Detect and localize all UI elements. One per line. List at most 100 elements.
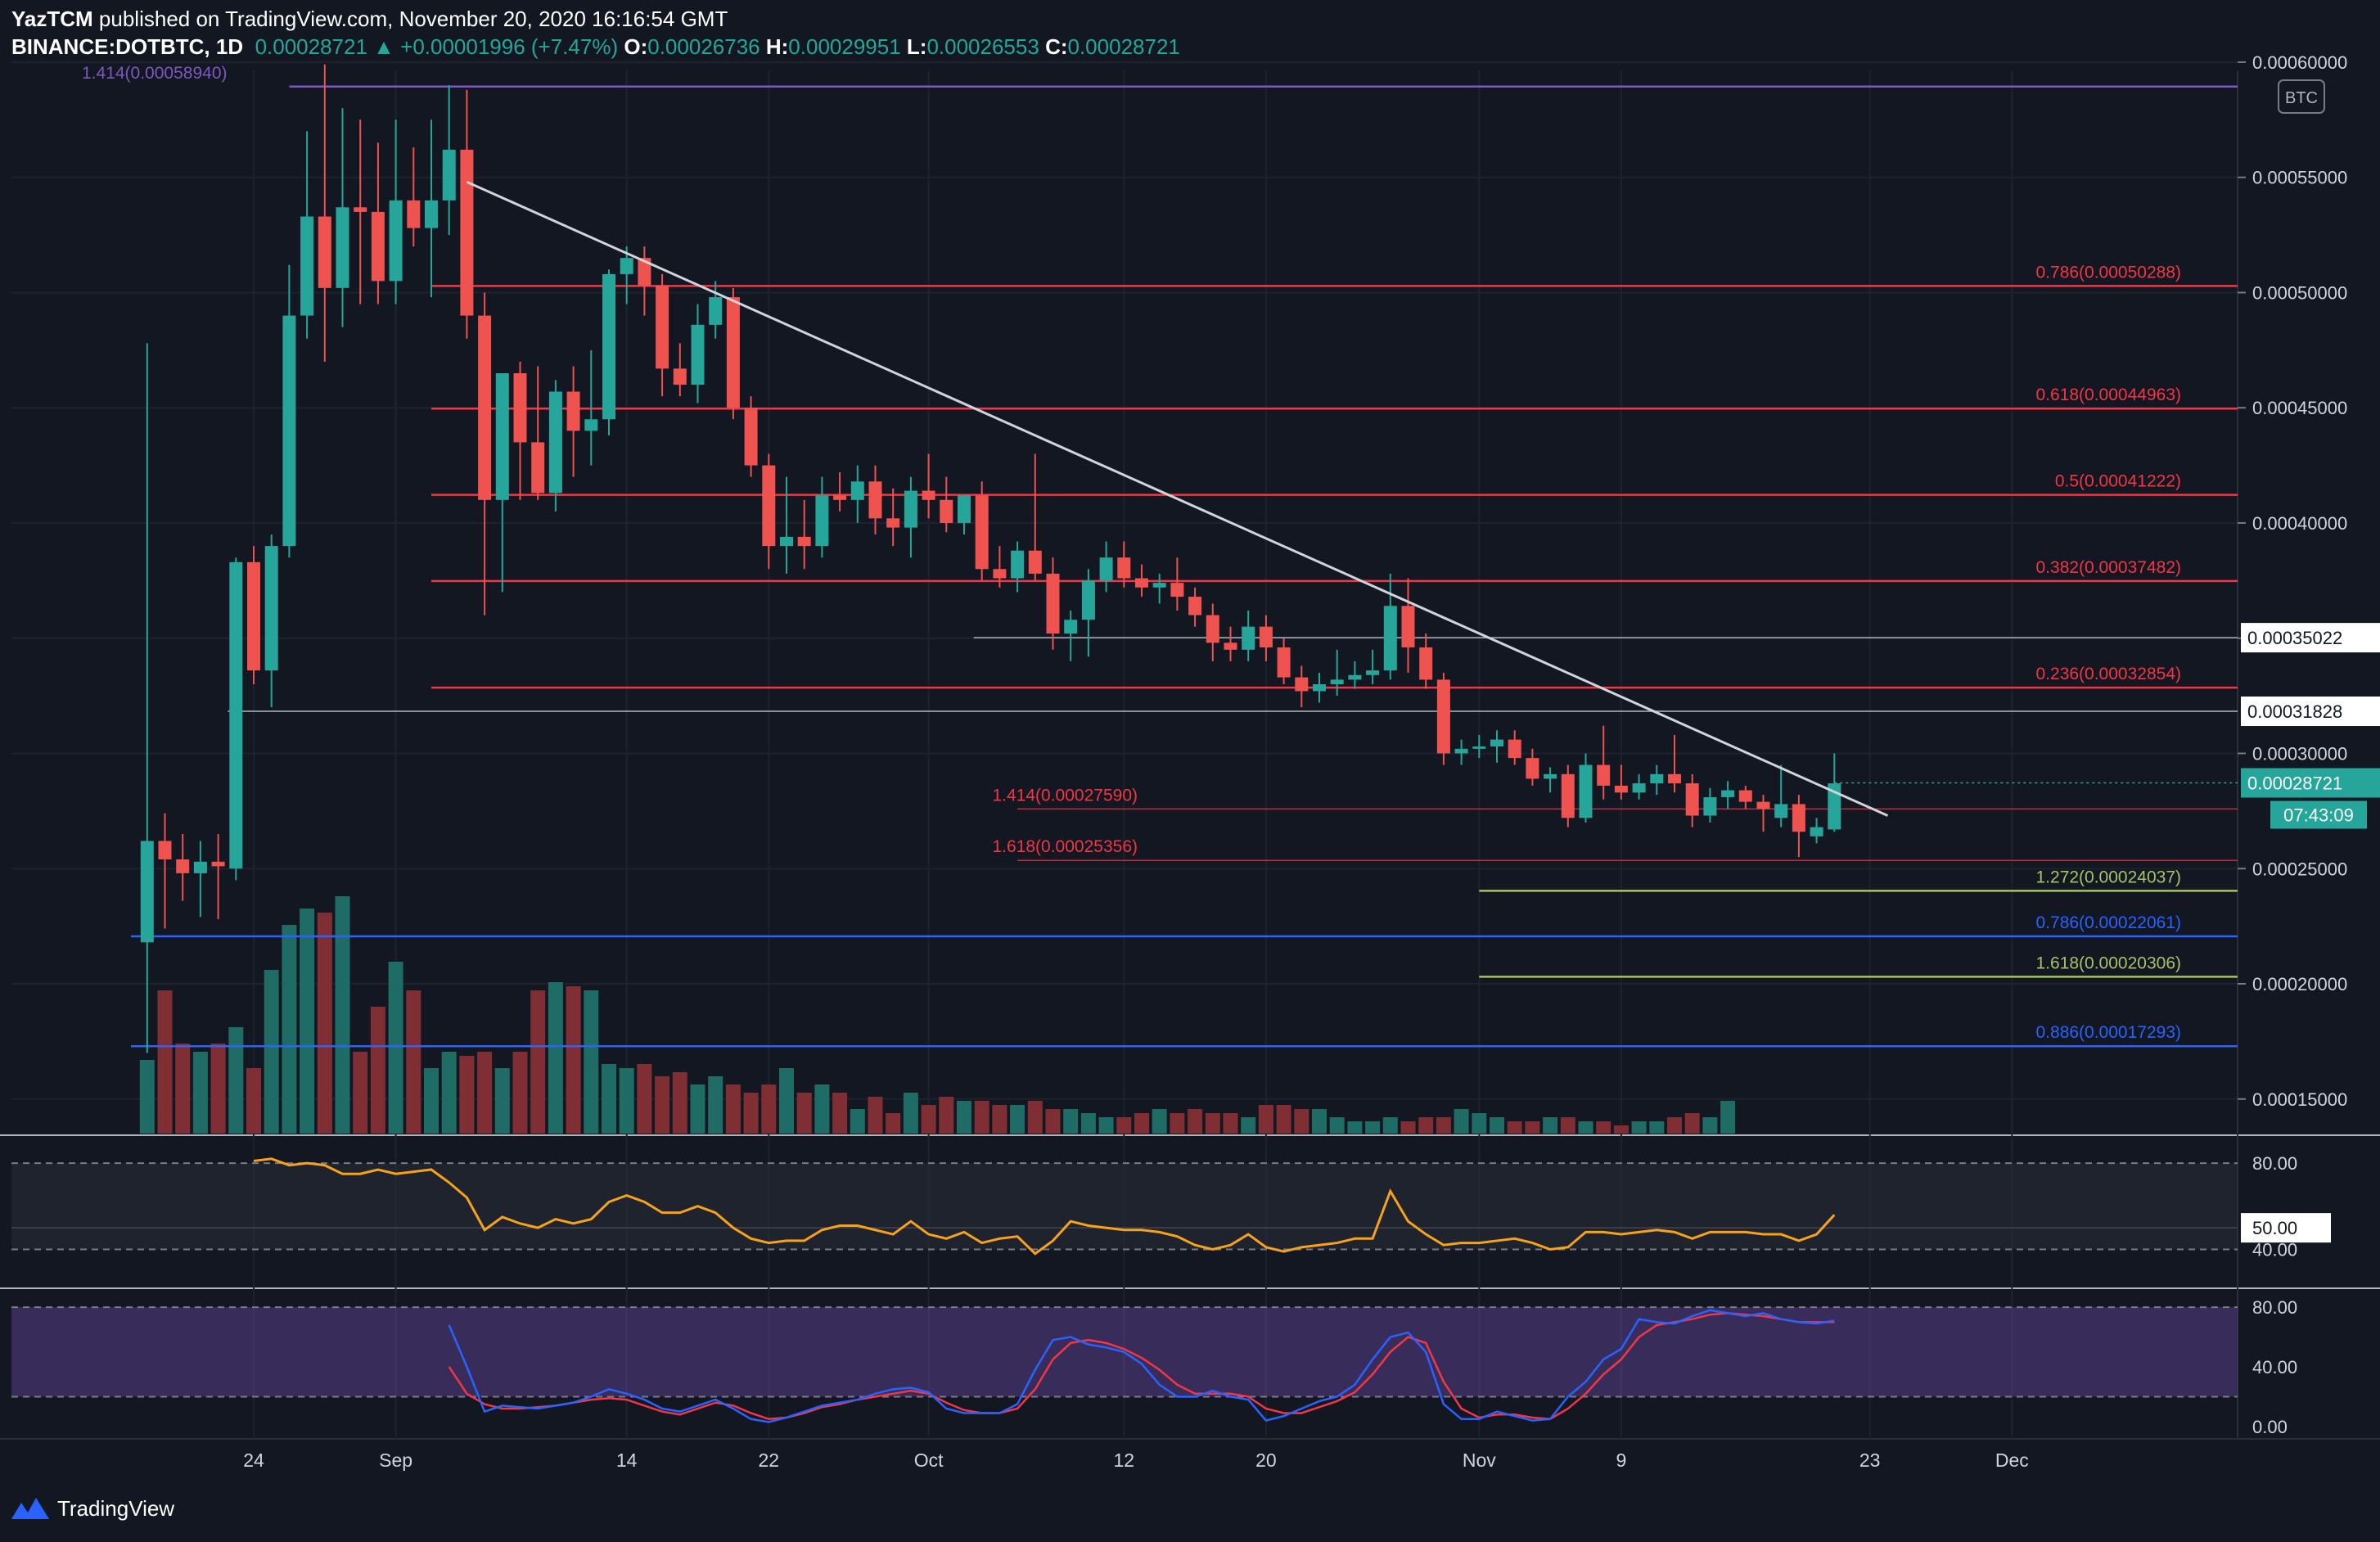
candle-body (1330, 679, 1344, 685)
price-tick-label: 0.00060000 (2252, 52, 2347, 73)
candle-body (247, 561, 260, 671)
fib-level-label: 1.272(0.00024037) (2036, 868, 2182, 886)
published-text: published on TradingView.com, November 2… (98, 7, 728, 31)
candle (513, 361, 527, 500)
candle (318, 64, 331, 362)
candle-body (211, 861, 225, 867)
candle-body (762, 465, 776, 547)
volume-bar (708, 1076, 723, 1134)
candle (140, 343, 154, 1053)
candle (868, 465, 882, 535)
tradingview-footer[interactable]: TradingView (10, 1495, 174, 1522)
candle-body (1206, 615, 1219, 643)
volume-bar (370, 1007, 385, 1134)
candle (1738, 785, 1752, 809)
time-tick-label: 24 (243, 1450, 264, 1471)
candle (1383, 573, 1397, 680)
candle-body (1436, 679, 1450, 754)
candle (1295, 665, 1309, 708)
candle-body (833, 495, 847, 500)
volume-bar (264, 970, 279, 1134)
last-price: 0.00028721 (255, 34, 367, 59)
volume-bar (512, 1052, 528, 1134)
candle-body (993, 569, 1007, 579)
candle (958, 495, 971, 535)
candle (1472, 734, 1486, 759)
candle-body (478, 315, 492, 500)
volume-bar (1702, 1117, 1718, 1134)
candle-body (1099, 557, 1113, 581)
volume-bar (1578, 1121, 1593, 1134)
candle (780, 476, 793, 574)
time-tick-label: Oct (914, 1450, 944, 1471)
fib-level-label: 0.786(0.00022061) (2036, 913, 2182, 932)
candle (1650, 764, 1664, 796)
candle (1011, 541, 1025, 593)
volume-bar (992, 1105, 1007, 1134)
candle-body (620, 258, 633, 274)
candle (673, 343, 687, 397)
candle (531, 366, 545, 500)
candle-body (584, 419, 598, 431)
candle (1277, 638, 1291, 685)
candle (1117, 541, 1131, 588)
volume-bar (850, 1109, 865, 1134)
trendline[interactable] (466, 180, 1889, 817)
price-tick-label: 0.00040000 (2252, 513, 2347, 534)
candle (1064, 610, 1078, 661)
publisher-name[interactable]: YazTCM (11, 7, 93, 31)
low-label: L: (906, 34, 927, 59)
price-tick-label: 0.00015000 (2252, 1089, 2347, 1110)
volume-bar (1010, 1105, 1025, 1134)
volume-bar (1543, 1117, 1558, 1134)
time-tick-label: Nov (1463, 1450, 1496, 1471)
volume-bar (1080, 1113, 1096, 1134)
time-tick-label: 20 (1255, 1450, 1277, 1471)
volume-bar (353, 1052, 368, 1134)
candle-body (354, 207, 367, 212)
volume-bar (1720, 1101, 1736, 1134)
volume-bar (743, 1093, 759, 1134)
candle (1401, 578, 1415, 673)
price-change: ▲ +0.00001996 (+7.47%) (373, 34, 619, 59)
candle (940, 476, 953, 533)
volume-bars (139, 896, 1736, 1134)
candle-body (1081, 580, 1095, 620)
candle (1668, 734, 1681, 793)
candle-body (1366, 670, 1380, 675)
candle-body (531, 442, 545, 494)
volume-bar (584, 990, 599, 1134)
time-axis[interactable]: 24 Sep 14 22 Oct 12 20 Nov 9 23 Dec (243, 1450, 2029, 1471)
price-axis[interactable]: 0.00015000 0.00020000 0.00025000 0.00030000… (2238, 52, 2380, 1110)
candle (1170, 557, 1184, 611)
stoch-d-line (448, 1312, 1835, 1421)
candle (1152, 573, 1166, 604)
candle-body (709, 297, 723, 325)
candle-body (140, 841, 154, 943)
price-tick-label: 0.00030000 (2252, 743, 2347, 764)
unit-badge (2278, 79, 2325, 114)
candle (442, 85, 456, 236)
candle-body (1313, 684, 1326, 692)
candle-body (495, 372, 509, 500)
candle-body (1064, 620, 1078, 634)
candle (726, 287, 740, 420)
countdown-tag (2270, 800, 2367, 829)
volume-bar (441, 1052, 457, 1134)
candle-body (1401, 606, 1415, 647)
candle (1313, 672, 1326, 703)
fib-level-label: 0.236(0.00032854) (2036, 665, 2182, 683)
candle (1419, 633, 1433, 689)
candle (762, 453, 776, 570)
candle-body (1561, 773, 1575, 818)
current-price-label: 0.00028721 (2247, 773, 2342, 793)
high-label: H: (765, 34, 789, 59)
fib-level-label: 0.618(0.00044963) (2036, 386, 2182, 404)
candle-body (726, 297, 740, 408)
fib-level-label: 1.618(0.00025356) (993, 837, 1138, 856)
symbol-name[interactable]: BINANCE:DOTBTC, 1D (11, 34, 244, 59)
candle (264, 534, 278, 708)
tradingview-brand: TradingView (57, 1495, 175, 1521)
candle (886, 488, 900, 547)
